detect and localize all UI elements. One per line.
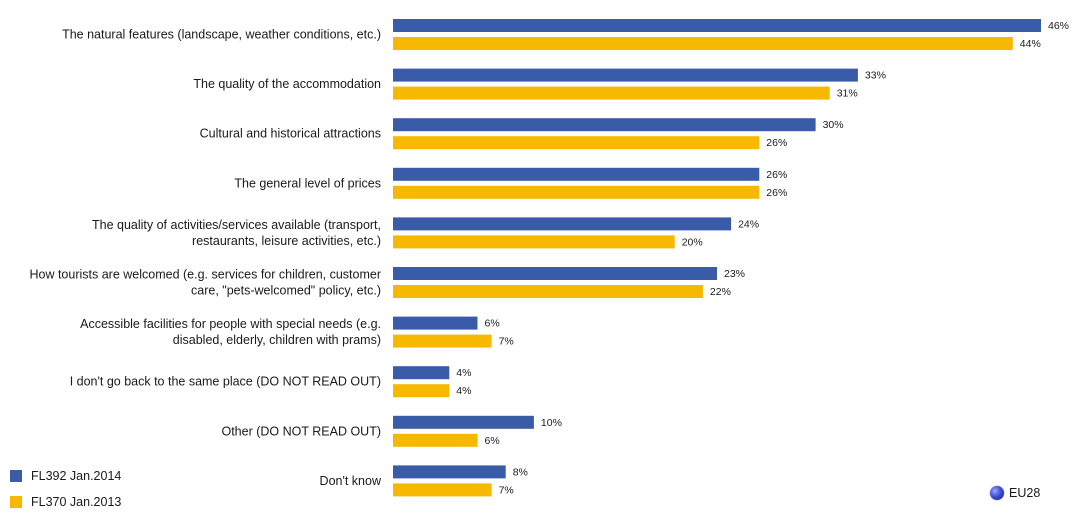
bar-series-1 <box>393 465 506 479</box>
category-label: The quality of the accommodation <box>193 77 381 91</box>
bar-series-1 <box>393 217 732 231</box>
value-label-series-2: 7% <box>499 336 514 348</box>
value-label-series-2: 31% <box>837 88 858 100</box>
bar-series-1 <box>393 267 717 280</box>
category-label: restaurants, leisure activities, etc.) <box>192 234 381 248</box>
legend-label-series-1: FL392 Jan.2014 <box>31 469 122 483</box>
bar-series-1 <box>393 118 816 132</box>
value-label-series-1: 30% <box>823 119 844 131</box>
bar-series-1 <box>393 415 534 429</box>
category-group: The general level of prices 26% 26% <box>234 167 787 199</box>
bar-series-2 <box>393 136 760 150</box>
legend-item-series-2: FL370 Jan.2013 <box>10 493 121 511</box>
legend-swatch-series-2 <box>10 496 22 508</box>
value-label-series-1: 24% <box>738 218 759 230</box>
value-label-series-1: 6% <box>485 318 500 330</box>
category-group: I don't go back to the same place (DO NO… <box>70 366 471 398</box>
legend-item-series-1: FL392 Jan.2014 <box>10 467 121 485</box>
globe-icon <box>990 486 1004 500</box>
category-label: The general level of prices <box>234 176 381 190</box>
bar-series-2 <box>393 37 1013 50</box>
value-label-series-2: 7% <box>499 484 514 496</box>
category-group: Cultural and historical attractions 30% 26… <box>200 118 844 150</box>
category-label: Other (DO NOT READ OUT) <box>221 424 381 438</box>
bar-series-2 <box>393 285 703 298</box>
legend: FL392 Jan.2014 FL370 Jan.2013 <box>10 467 121 519</box>
value-label-series-1: 8% <box>513 466 528 478</box>
bar-series-2 <box>393 384 450 398</box>
category-label: The quality of activities/services avail… <box>92 218 381 232</box>
bar-series-1 <box>393 366 450 380</box>
value-label-series-1: 33% <box>865 70 886 82</box>
category-label: Accessible facilities for people with sp… <box>80 317 381 331</box>
legend-swatch-series-1 <box>10 470 22 482</box>
category-label: How tourists are welcomed (e.g. services… <box>29 268 381 282</box>
category-label: The natural features (landscape, weather… <box>62 28 381 42</box>
value-label-series-2: 26% <box>766 187 787 199</box>
bar-series-2 <box>393 334 492 348</box>
value-label-series-2: 44% <box>1020 38 1041 50</box>
category-group: Don't know 8% 7% <box>320 465 528 497</box>
value-label-series-2: 4% <box>456 385 471 397</box>
bar-series-2 <box>393 433 478 447</box>
value-label-series-1: 10% <box>541 417 562 429</box>
bar-series-1 <box>393 167 760 181</box>
eu28-label: EU28 <box>1009 486 1041 500</box>
category-group: The natural features (landscape, weather… <box>62 19 1069 50</box>
category-label: I don't go back to the same place (DO NO… <box>70 375 381 389</box>
bar-series-2 <box>393 235 675 249</box>
bar-series-1 <box>393 68 858 82</box>
category-label: Cultural and historical attractions <box>200 127 381 141</box>
value-label-series-1: 4% <box>456 367 471 379</box>
value-label-series-2: 26% <box>766 137 787 149</box>
category-label: disabled, elderly, children with prams) <box>173 333 381 347</box>
bar-series-2 <box>393 483 492 497</box>
value-label-series-1: 26% <box>766 169 787 181</box>
bar-series-1 <box>393 316 478 330</box>
category-group: How tourists are welcomed (e.g. services… <box>29 267 745 298</box>
eu28-badge: EU28 <box>990 486 1040 500</box>
bar-series-2 <box>393 86 830 100</box>
category-group: The quality of activities/services avail… <box>92 217 759 249</box>
category-label: Don't know <box>320 474 382 488</box>
bar-series-1 <box>393 19 1041 32</box>
bar-series-2 <box>393 185 760 199</box>
value-label-series-2: 20% <box>682 236 703 248</box>
category-label: care, "pets-welcomed" policy, etc.) <box>191 284 381 298</box>
category-group: The quality of the accommodation 33% 31% <box>193 68 886 100</box>
category-group: Other (DO NOT READ OUT) 10% 6% <box>221 415 562 447</box>
value-label-series-2: 22% <box>710 286 731 298</box>
value-label-series-1: 23% <box>724 268 745 280</box>
category-group: Accessible facilities for people with sp… <box>80 316 514 348</box>
value-label-series-2: 6% <box>485 435 500 447</box>
value-label-series-1: 46% <box>1048 20 1069 32</box>
legend-label-series-2: FL370 Jan.2013 <box>31 495 122 509</box>
